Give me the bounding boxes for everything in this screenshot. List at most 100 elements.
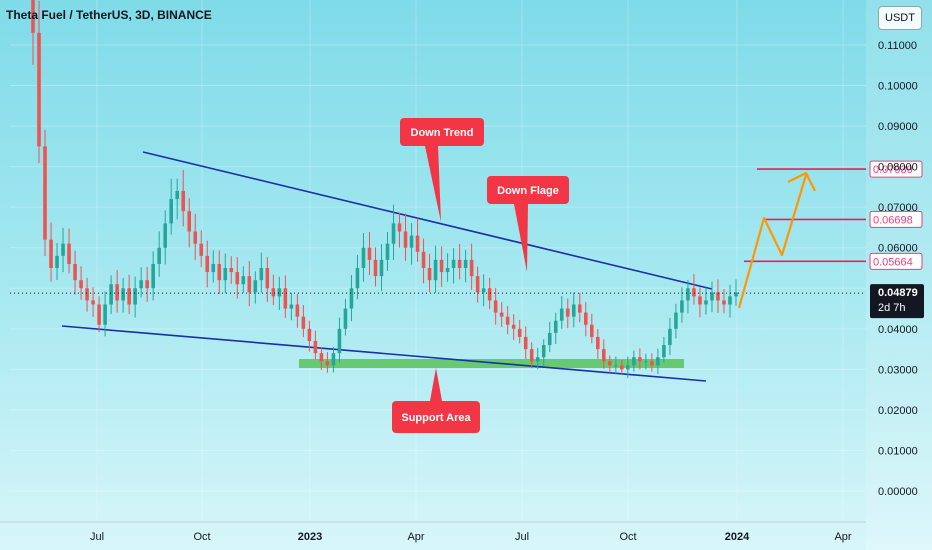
candle-body [283,288,288,309]
candle-body [505,316,510,325]
candle-body [547,332,552,346]
candle-body [181,190,186,212]
candle-body [686,288,690,301]
candle-body [391,223,396,244]
down-flage-bubble[interactable] [487,176,569,204]
candle-body [397,223,402,232]
candle-body [145,280,149,289]
candle-body [626,365,630,370]
candle-body [650,361,654,366]
candle-body [223,268,228,281]
candle-body [211,263,216,273]
time-tick-label: Jul [90,531,104,543]
candle-body [193,231,198,244]
down-trend-line[interactable] [142,151,713,290]
annotation-label: Support Area [401,412,471,424]
candle-body [217,263,222,281]
candle-body [367,247,372,260]
candle-body [565,308,570,317]
candle-body [571,304,576,317]
time-tick-label: Jul [515,531,529,543]
support-trend-line[interactable] [61,325,707,382]
target-price-tag [869,160,923,178]
projection-arrowhead [787,171,816,192]
time-tick-label: Oct [619,531,636,543]
candle-body [103,304,107,325]
candle-body [559,308,564,321]
candle-body [373,259,378,277]
projection-path[interactable] [737,174,808,309]
price-tick-label: 0.07000 [878,202,918,214]
candle-body [379,259,384,277]
candle-body [61,243,65,256]
candle-body [361,247,366,268]
candle-body [289,304,294,309]
price-tick-label: 0.09000 [878,121,918,133]
time-tick-label: Apr [407,531,424,543]
candle-body [734,292,738,297]
candle-body [499,312,504,317]
candle-body [445,268,450,273]
candle-body [139,280,143,289]
candle-body [385,243,390,260]
candle-body [31,0,35,33]
annotation-label: Down Trend [411,127,474,139]
last-price-label: 0.04879 [878,287,918,299]
candle-body [337,328,342,354]
candle-body [265,268,270,289]
candle-body [674,312,678,329]
candle-body [403,231,408,248]
candle-body [481,288,486,293]
down-trend-bubble[interactable] [400,118,484,146]
currency-button[interactable]: USDT [878,6,922,30]
candle-body [553,320,558,333]
candle-body [680,300,684,313]
candle-body [37,32,41,147]
candle-body [331,353,336,366]
candle-body [589,324,594,337]
candle-body [439,259,444,273]
target-price-label: 0.05664 [873,256,913,268]
candle-body [529,349,534,362]
candle-body [229,268,234,273]
time-tick-label: 2023 [298,531,322,543]
candle-body [157,247,161,264]
candle-body [427,268,432,281]
candle-body [67,243,71,264]
candle-body [698,296,702,305]
candle-body [457,259,462,268]
candle-body [259,268,264,281]
candle-body [638,357,642,362]
candle-body [187,211,192,232]
candle-body [277,288,282,297]
symbol-title: Theta Fuel / TetherUS, 3D, BINANCE [6,8,212,22]
candle-body [271,288,276,297]
candle-body [247,276,252,293]
support-area-bubble[interactable] [392,401,480,433]
price-tick-label: 0.08000 [878,162,918,174]
time-tick-label: Apr [834,531,851,543]
candle-body [49,239,53,268]
candle-body [295,304,300,317]
target-price-tag [869,210,923,228]
candle-body [253,280,258,293]
candle-body [151,263,155,289]
candle-body [415,235,420,252]
candle-body [710,292,714,301]
target-price-tag [869,252,923,270]
candle-body [692,288,696,297]
candle-body [121,288,125,301]
candle-body [115,284,119,301]
candle-body [602,349,606,362]
candle-body [577,304,582,313]
candle-body [55,255,59,268]
price-axis[interactable] [866,0,932,550]
candle-body [235,272,240,285]
candle-body [433,259,438,281]
price-tick-label: 0.10000 [878,81,918,93]
candle-body [644,361,648,363]
candle-body [127,288,131,305]
target-price-label: 0.06698 [873,214,913,226]
